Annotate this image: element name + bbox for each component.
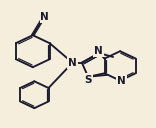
Text: N: N: [117, 76, 126, 86]
Text: N: N: [68, 58, 77, 68]
Text: N: N: [40, 12, 49, 22]
Text: N: N: [94, 46, 103, 56]
Text: S: S: [84, 75, 92, 85]
